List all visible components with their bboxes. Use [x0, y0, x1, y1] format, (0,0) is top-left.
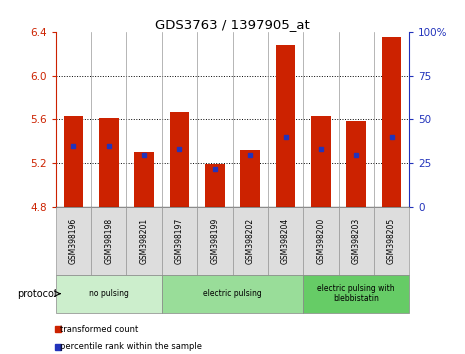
Title: GDS3763 / 1397905_at: GDS3763 / 1397905_at [155, 18, 310, 31]
Bar [311, 116, 331, 207]
Bar [232, 207, 268, 275]
Bar [56, 275, 162, 313]
Bar [162, 207, 197, 275]
Text: transformed count: transformed count [60, 325, 138, 334]
Text: percentile rank within the sample: percentile rank within the sample [60, 342, 202, 351]
Bar [64, 116, 83, 207]
Bar [170, 112, 189, 207]
Text: GSM398199: GSM398199 [210, 218, 219, 264]
Text: GSM398197: GSM398197 [175, 218, 184, 264]
Bar [303, 275, 409, 313]
Bar [99, 118, 119, 207]
Text: no pulsing: no pulsing [89, 289, 129, 298]
Bar [205, 164, 225, 207]
Bar [382, 37, 401, 207]
Text: GSM398205: GSM398205 [387, 218, 396, 264]
Bar [303, 207, 339, 275]
Text: electric pulsing: electric pulsing [203, 289, 262, 298]
Bar [268, 207, 303, 275]
Text: GSM398200: GSM398200 [316, 218, 326, 264]
Bar [126, 207, 162, 275]
Text: GSM398198: GSM398198 [104, 218, 113, 264]
Text: GSM398201: GSM398201 [140, 218, 149, 264]
Bar [339, 207, 374, 275]
Text: GSM398196: GSM398196 [69, 218, 78, 264]
Bar [374, 207, 409, 275]
Text: protocol: protocol [17, 289, 57, 299]
Bar [346, 121, 366, 207]
Text: GSM398204: GSM398204 [281, 218, 290, 264]
Bar [91, 207, 126, 275]
Bar [240, 150, 260, 207]
Text: GSM398202: GSM398202 [246, 218, 255, 264]
Bar [134, 152, 154, 207]
Bar [56, 207, 91, 275]
Bar [276, 45, 295, 207]
Bar [197, 207, 232, 275]
Bar [162, 275, 303, 313]
Text: electric pulsing with
blebbistatin: electric pulsing with blebbistatin [318, 284, 395, 303]
Text: GSM398203: GSM398203 [352, 218, 361, 264]
